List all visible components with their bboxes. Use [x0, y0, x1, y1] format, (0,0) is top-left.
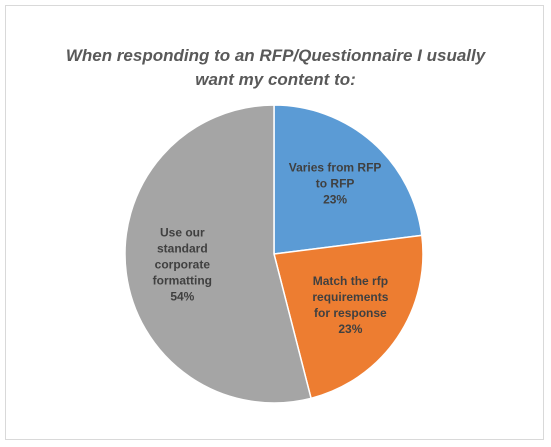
pie-slice-label-1: Match the rfp requirements for response 23% [312, 274, 388, 336]
pie-slice-label-line-2-0: Use our [160, 226, 205, 240]
pie-slice-label-line-1-2: for response [314, 306, 387, 320]
pie-slice-value-0: 23% [323, 193, 347, 207]
pie-slice-value-2: 54% [170, 290, 194, 304]
pie-slice-label-line-1-1: requirements [312, 290, 388, 304]
pie-slice-label-0: Varies from RFP to RFP 23% [289, 161, 382, 207]
chart-title-line-2: want my content to: [195, 70, 356, 89]
pie-slice-label-line-1-0: Match the rfp [313, 274, 388, 288]
chart-title-line-1: When responding to an RFP/Questionnaire … [65, 46, 486, 65]
pie-slice-label-line-2-2: corporate [155, 258, 211, 272]
pie-slice-0 [273, 104, 423, 255]
pie-slice-1 [273, 234, 424, 400]
pie-slice-2 [124, 104, 312, 404]
pie-slice-value-1: 23% [338, 322, 362, 336]
pie-slice-label-line-0-0: Varies from RFP [289, 161, 382, 175]
pie-slice-label-line-2-3: formatting [153, 274, 212, 288]
pie-slice-label-line-0-1: to RFP [316, 177, 355, 191]
chart-title: When responding to an RFP/Questionnaire … [0, 44, 551, 92]
pie-slice-label-line-2-1: standard [157, 242, 208, 256]
pie-slice-label-2: Use our standard corporate formatting 54% [153, 226, 212, 304]
